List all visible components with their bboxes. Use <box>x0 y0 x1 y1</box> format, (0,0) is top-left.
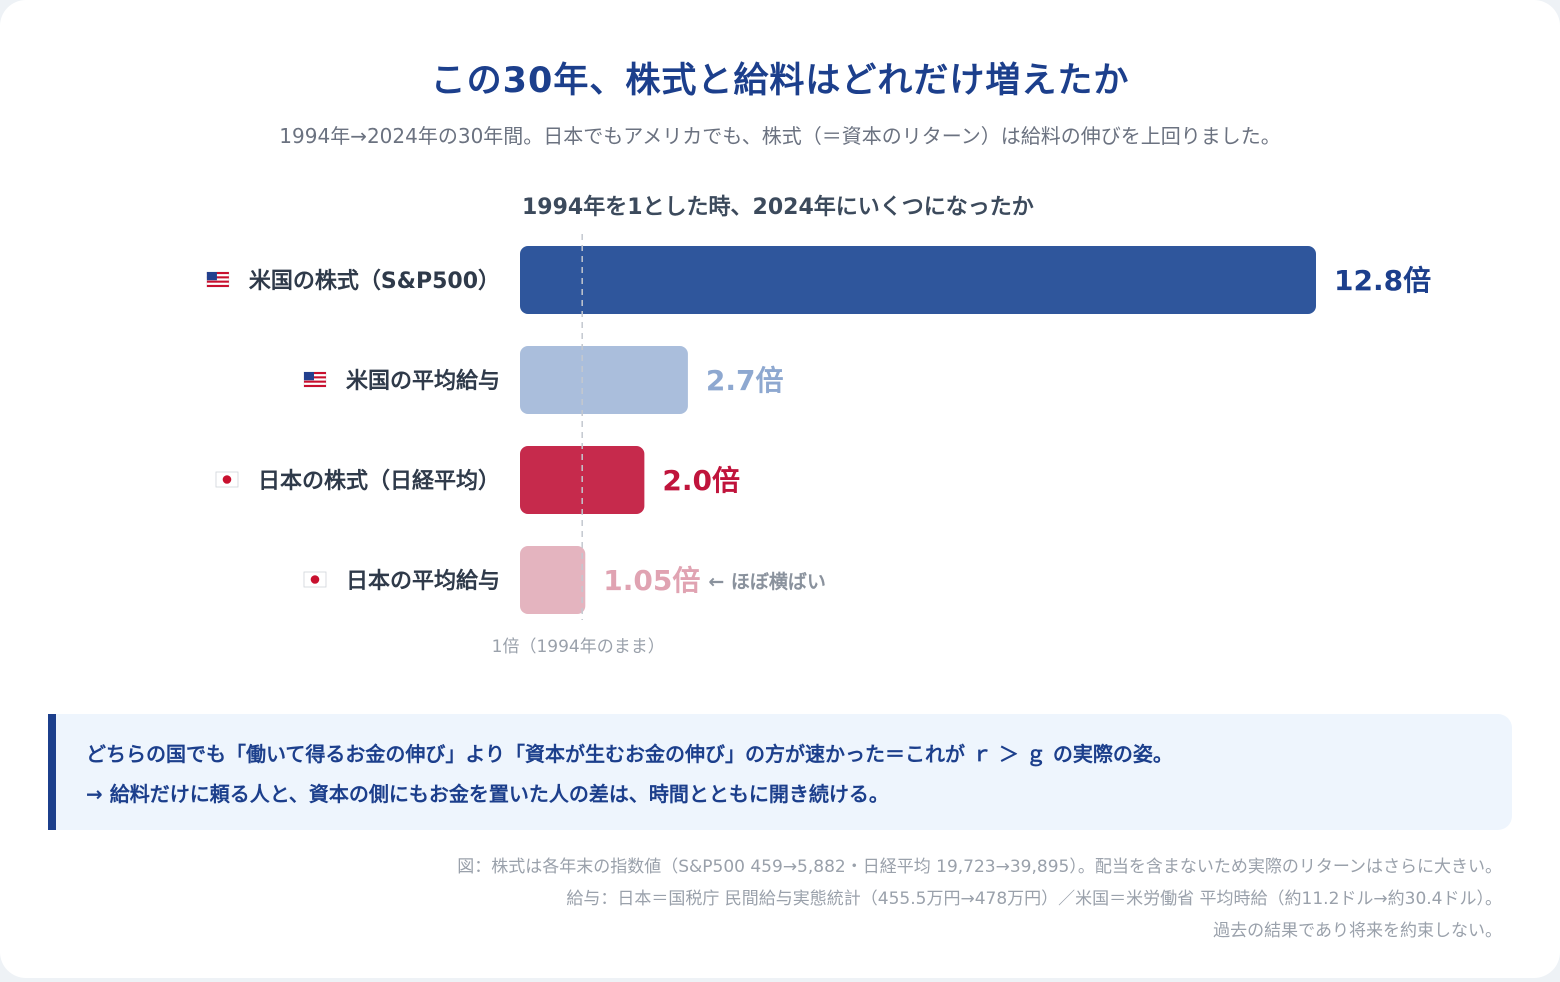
conclusion-note: どちらの国でも「働いて得るお金の伸び」より「資本が生むお金の伸び」の方が速かった… <box>48 714 1512 830</box>
bar-row: 日本の株式（日経平均） 2.0倍 <box>215 446 740 514</box>
value-label: 1.05倍 <box>603 564 700 597</box>
footnote-3: 過去の結果であり将来を約束しない。 <box>1213 921 1502 941</box>
category-label: 米国の平均給与 <box>346 368 500 394</box>
chart-title: 1994年を1とした時、2024年にいくつになったか <box>522 194 1034 220</box>
bar-chart: 1994年を1とした時、2024年にいくつになったか 米国の株式（S&P500）… <box>206 194 1431 657</box>
bar-row: 日本の平均給与 1.05倍 ← ほぼ横ばい <box>303 546 826 614</box>
category-label: 米国の株式（S&P500） <box>249 269 500 294</box>
us-flag-icon <box>206 271 230 288</box>
bar <box>520 246 1316 314</box>
note-line-2: → 給料だけに頼る人と、資本の側にもお金を置いた人の差は、時間とともに開き続ける… <box>86 782 889 806</box>
bar-row: 米国の平均給与 2.7倍 <box>303 346 784 414</box>
category-label: 日本の平均給与 <box>346 568 500 594</box>
footnote-2: 給与：日本＝国税庁 民間給与実態統計（455.5万円→478万円）／米国＝米労働… <box>566 889 1502 909</box>
note-line-1: どちらの国でも「働いて得るお金の伸び」より「資本が生むお金の伸び」の方が速かった… <box>86 742 1173 766</box>
value-label: 12.8倍 <box>1334 264 1431 297</box>
bar <box>520 546 586 614</box>
footnote-1: 図：株式は各年末の指数値（S&P500 459→5,882・日経平均 19,72… <box>457 857 1502 877</box>
us-flag-icon <box>303 371 327 388</box>
annotation: ← ほぼ横ばい <box>708 570 826 593</box>
bar-row: 米国の株式（S&P500） 12.8倍 <box>206 246 1431 314</box>
baseline-label: 1倍（1994年のまま） <box>492 637 665 657</box>
jp-flag-icon <box>303 571 327 588</box>
page-title: この30年、株式と給料はどれだけ増えたか <box>430 61 1130 101</box>
category-label: 日本の株式（日経平均） <box>258 468 500 494</box>
bar <box>520 346 688 414</box>
value-label: 2.0倍 <box>662 464 740 497</box>
page-subtitle: 1994年→2024年の30年間。日本でもアメリカでも、株式（＝資本のリターン）… <box>279 124 1281 148</box>
value-label: 2.7倍 <box>706 364 784 397</box>
jp-flag-icon <box>215 471 239 488</box>
